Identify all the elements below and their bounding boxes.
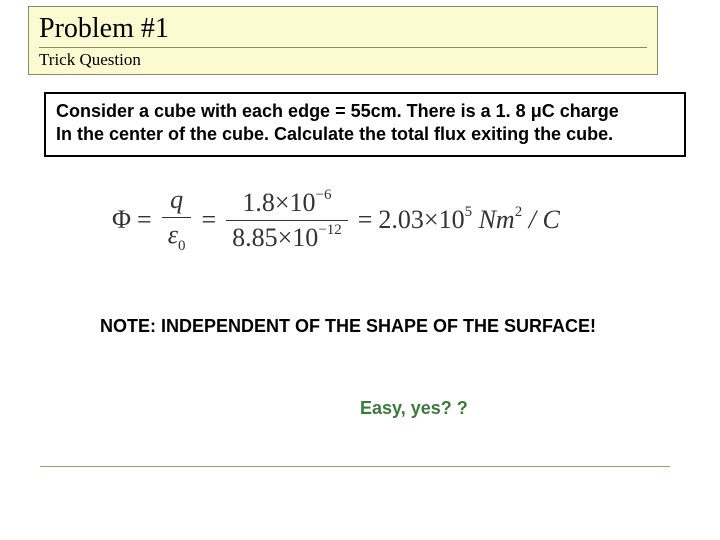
footer-rule — [40, 466, 670, 467]
rhs: 2.03×105 Nm2 / C — [378, 205, 559, 235]
rhs-tail-sup: 2 — [515, 204, 523, 220]
frac2-den-exp: −12 — [318, 222, 341, 238]
frac2-den-base: 8.85×10 — [232, 223, 318, 252]
rhs-tail-b: / C — [522, 205, 560, 234]
fraction-numeric: 1.8×10−6 8.85×10−12 — [226, 188, 348, 253]
rhs-exp: 5 — [465, 204, 473, 220]
frac2-den: 8.85×10−12 — [226, 221, 348, 253]
equation: Φ = q ε0 = 1.8×10−6 8.85×10−12 = 2.03×10… — [112, 185, 632, 255]
frac2-num-exp: −6 — [316, 187, 332, 203]
easy-line: Easy, yes? ? — [360, 398, 468, 419]
question-box: Consider a cube with each edge = 55cm. T… — [44, 92, 686, 157]
problem-subtitle: Trick Question — [39, 50, 647, 70]
q-symbol: q — [170, 185, 183, 214]
frac1-den: ε0 — [162, 218, 192, 254]
note-line: NOTE: INDEPENDENT OF THE SHAPE OF THE SU… — [100, 316, 596, 337]
question-line-2: In the center of the cube. Calculate the… — [56, 123, 674, 146]
equals-1: = — [137, 205, 152, 235]
equals-2: = — [201, 205, 216, 235]
equals-3: = — [358, 205, 373, 235]
frac2-num-base: 1.8×10 — [242, 188, 315, 217]
question-line-1: Consider a cube with each edge = 55cm. T… — [56, 100, 674, 123]
epsilon-symbol: ε — [168, 220, 178, 249]
phi-symbol: Φ — [112, 205, 131, 235]
problem-title: Problem #1 — [39, 13, 647, 48]
rhs-tail-a: Nm — [472, 205, 515, 234]
fraction-q-over-eps0: q ε0 — [162, 185, 192, 254]
epsilon-sub: 0 — [178, 238, 186, 254]
title-inner: Problem #1 Trick Question — [29, 7, 657, 74]
frac1-num: q — [164, 185, 189, 217]
frac2-num: 1.8×10−6 — [236, 188, 337, 220]
title-block: Problem #1 Trick Question — [28, 6, 658, 75]
rhs-base: 2.03×10 — [378, 205, 464, 234]
